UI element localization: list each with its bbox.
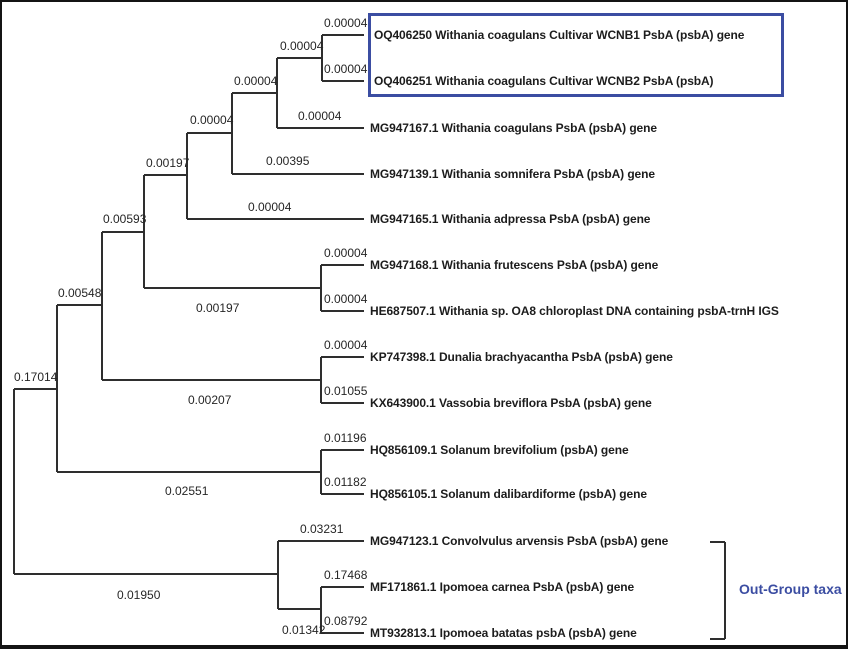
branch-length-label: 0.00004	[298, 109, 342, 123]
branch-length-label: 0.00004	[324, 16, 368, 30]
taxon-label: MG947168.1 Withania frutescens PsbA (psb…	[370, 258, 659, 272]
taxon-label: KP747398.1 Dunalia brachyacantha PsbA (p…	[370, 350, 673, 364]
branch-length-label: 0.17468	[324, 568, 368, 582]
branch-length-label: 0.00395	[266, 154, 310, 168]
branch-length-label: 0.00004	[324, 62, 368, 76]
branch-length-label: 0.00004	[234, 74, 278, 88]
taxon-label: HE687507.1 Withania sp. OA8 chloroplast …	[370, 304, 779, 318]
branch-length-label: 0.00004	[190, 113, 234, 127]
taxon-label: MG947139.1 Withania somnifera PsbA (psbA…	[370, 167, 655, 181]
branch-length-label: 0.00207	[188, 393, 232, 407]
taxon-label: MG947123.1 Convolvulus arvensis PsbA (ps…	[370, 534, 669, 548]
branch-length-label: 0.00004	[248, 200, 292, 214]
branch-length-label: 0.00004	[324, 292, 368, 306]
taxon-label: HQ856105.1 Solanum dalibardiforme (psbA)…	[370, 487, 647, 501]
taxon-label: OQ406251 Withania coagulans Cultivar WCN…	[374, 74, 714, 88]
outgroup-taxa-label: Out-Group taxa	[739, 581, 842, 597]
branch-length-label: 0.00197	[146, 156, 190, 170]
taxon-label: MT932813.1 Ipomoea batatas psbA (psbA) g…	[370, 626, 637, 640]
taxon-label: HQ856109.1 Solanum brevifolium (psbA) ge…	[370, 443, 629, 457]
branch-length-label: 0.00004	[324, 338, 368, 352]
branch-length-label: 0.00197	[196, 301, 240, 315]
taxon-label: MF171861.1 Ipomoea carnea PsbA (psbA) ge…	[370, 580, 635, 594]
branch-length-label: 0.01055	[324, 384, 368, 398]
branch-length-label: 0.00004	[324, 246, 368, 260]
branch-length-label: 0.01182	[324, 475, 367, 489]
branch-length-label: 0.01342	[282, 623, 326, 637]
branch-length-label: 0.02551	[165, 484, 209, 498]
branch-length-label: 0.01950	[117, 588, 161, 602]
taxon-label: OQ406250 Withania coagulans Cultivar WCN…	[374, 28, 745, 42]
branch-length-label: 0.08792	[324, 614, 368, 628]
taxon-label: KX643900.1 Vassobia breviflora PsbA (psb…	[370, 396, 652, 410]
branch-length-label: 0.03231	[300, 522, 344, 536]
branch-length-label: 0.01196	[324, 431, 367, 445]
taxon-label: MG947167.1 Withania coagulans PsbA (psbA…	[370, 121, 657, 135]
branch-length-label: 0.00593	[103, 212, 147, 226]
branch-length-label: 0.00004	[280, 39, 324, 53]
taxon-label: MG947165.1 Withania adpressa PsbA (psbA)…	[370, 212, 651, 226]
branch-length-label: 0.17014	[14, 370, 58, 384]
branch-length-label: 0.00548	[58, 286, 102, 300]
highlight-box-wcnb-cultivars	[368, 13, 784, 97]
